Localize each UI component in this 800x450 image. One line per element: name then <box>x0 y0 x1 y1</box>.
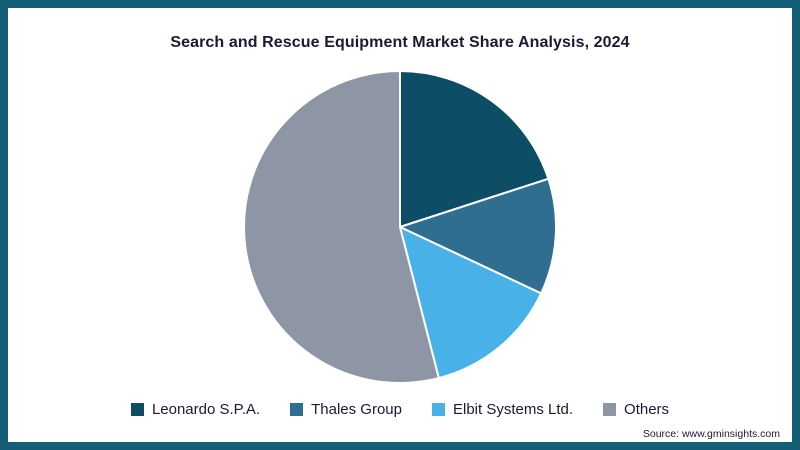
pie-slice-elbit-systems-ltd <box>399 226 543 380</box>
legend-marker-elbit-icon <box>431 403 445 416</box>
legend-item-elbit: Elbit Systems Ltd. <box>431 401 574 418</box>
pie-chart <box>243 70 557 384</box>
chart-title: Search and Rescue Equipment Market Share… <box>170 34 630 51</box>
pie-chart-area <box>239 66 561 388</box>
legend-label-elbit: Elbit Systems Ltd. <box>452 401 574 418</box>
legend-marker-thales-icon <box>290 403 304 416</box>
legend-item-leonardo: Leonardo S.P.A. <box>130 401 261 418</box>
pie-slice-leonardo-s-p-a <box>399 70 550 228</box>
legend-item-others: Others <box>603 401 669 418</box>
pie-slice-thales-group <box>399 177 557 295</box>
pie-slice-others <box>243 70 440 384</box>
legend-label-thales: Thales Group <box>311 401 402 418</box>
legend-marker-others-icon <box>603 403 617 416</box>
legend-label-others: Others <box>624 401 670 418</box>
legend-item-thales: Thales Group <box>290 401 402 418</box>
chart-legend: Leonardo S.P.A. Thales Group Elbit Syste… <box>8 401 792 418</box>
source-attribution: Source: www.gminsights.com <box>642 428 780 440</box>
legend-marker-leonardo-icon <box>130 403 144 416</box>
legend-label-leonardo: Leonardo S.P.A. <box>151 401 261 418</box>
